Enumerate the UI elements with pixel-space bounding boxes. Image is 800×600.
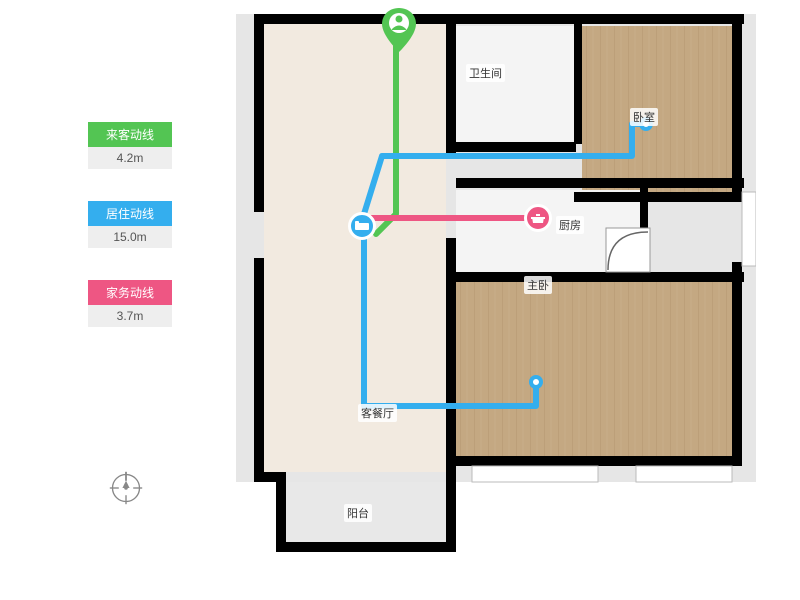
legend-value-resident: 15.0m [88, 226, 172, 248]
label-kitchen: 厨房 [556, 216, 584, 234]
legend-title-guest: 来客动线 [88, 122, 172, 147]
legend-item-guest: 来客动线 4.2m [88, 122, 172, 169]
label-balcony: 阳台 [344, 504, 372, 522]
label-bedroom2: 卧室 [630, 108, 658, 126]
legend-item-chore: 家务动线 3.7m [88, 280, 172, 327]
label-bathroom: 卫生间 [466, 64, 505, 82]
label-master: 主卧 [524, 276, 552, 294]
legend-value-chore: 3.7m [88, 305, 172, 327]
legend-title-resident: 居住动线 [88, 201, 172, 226]
legend-value-guest: 4.2m [88, 147, 172, 169]
resident-bed-icon [348, 212, 376, 240]
legend-item-resident: 居住动线 15.0m [88, 201, 172, 248]
label-living: 客餐厅 [358, 404, 397, 422]
floorplan-canvas: 卫生间 卧室 厨房 主卧 客餐厅 阳台 [236, 14, 756, 569]
room-bathroom [456, 26, 574, 142]
door-arc [606, 228, 650, 272]
compass-icon [108, 470, 144, 506]
chore-pot-icon [524, 204, 552, 232]
floorplan-svg [236, 14, 756, 569]
guest-pin-icon [382, 8, 416, 52]
room-master [456, 282, 732, 456]
resident-endpoint-2 [531, 377, 541, 387]
legend-title-chore: 家务动线 [88, 280, 172, 305]
legend-panel: 来客动线 4.2m 居住动线 15.0m 家务动线 3.7m [88, 122, 172, 359]
